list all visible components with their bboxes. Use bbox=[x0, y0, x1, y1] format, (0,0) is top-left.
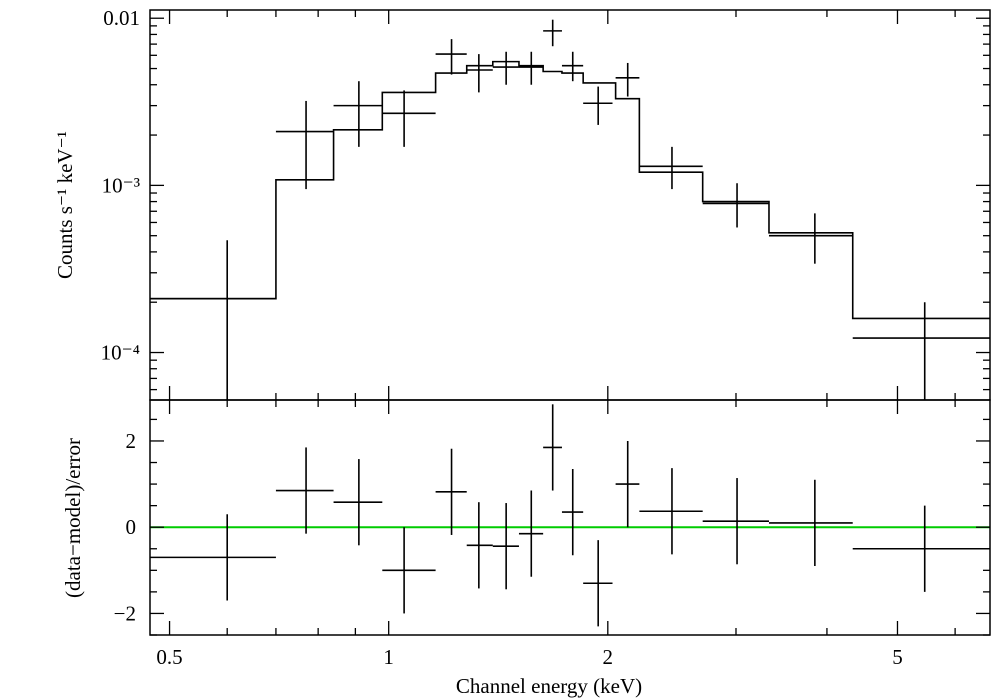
data-point bbox=[466, 54, 493, 93]
residual-frame bbox=[149, 399, 991, 636]
data-point bbox=[852, 302, 990, 400]
residual-point bbox=[768, 479, 853, 567]
data-point bbox=[275, 100, 334, 190]
spectrum-panel: 10⁻⁴ 10⁻³ 0.01 Counts s⁻¹ keV⁻¹ bbox=[53, 6, 991, 401]
data-point bbox=[150, 240, 276, 400]
residual-point bbox=[150, 514, 276, 601]
residual-point bbox=[852, 505, 990, 592]
residual-point bbox=[583, 540, 613, 627]
residual-y-axis-label: (data−model)/error bbox=[61, 438, 85, 598]
residual-point bbox=[382, 527, 436, 614]
data-point bbox=[561, 51, 584, 82]
data-point bbox=[615, 62, 640, 97]
y-tick-label: 2 bbox=[126, 429, 137, 453]
residual-point bbox=[333, 459, 383, 546]
data-point bbox=[583, 86, 613, 125]
y-tick-label: 10⁻⁴ bbox=[101, 341, 140, 365]
data-point bbox=[492, 51, 519, 85]
residual-point bbox=[639, 468, 703, 555]
residual-point bbox=[466, 502, 493, 589]
y-tick-label: −2 bbox=[114, 601, 136, 625]
residual-panel: −2 0 2 (data−model)/error bbox=[61, 399, 991, 636]
residual-point bbox=[275, 447, 334, 534]
x-axis-label: Channel energy (keV) bbox=[456, 674, 642, 698]
x-tick-label: 0.5 bbox=[156, 645, 182, 669]
residual-plot-area bbox=[150, 404, 990, 627]
data-point bbox=[333, 81, 383, 147]
residual-point bbox=[435, 448, 467, 535]
x-tick-label: 5 bbox=[892, 645, 903, 669]
data-point bbox=[639, 146, 703, 190]
residual-point bbox=[561, 468, 584, 556]
data-point bbox=[518, 51, 544, 85]
x-tick-labels: 0.5 1 2 5 bbox=[156, 645, 902, 669]
x-tick-label: 2 bbox=[603, 645, 614, 669]
x-tick-label: 1 bbox=[383, 645, 394, 669]
spectrum-plot-area bbox=[150, 19, 990, 400]
data-point bbox=[382, 90, 436, 147]
data-point bbox=[435, 39, 467, 75]
spectrum-y-axis-label: Counts s⁻¹ keV⁻¹ bbox=[53, 131, 77, 279]
y-tick-label: 0 bbox=[126, 515, 137, 539]
residual-point bbox=[518, 490, 544, 577]
residual-point bbox=[615, 440, 640, 528]
residual-ticks: −2 0 2 bbox=[114, 400, 990, 636]
y-tick-label: 10⁻³ bbox=[102, 173, 140, 197]
y-tick-label: 0.01 bbox=[103, 6, 140, 30]
residual-point bbox=[492, 503, 519, 590]
residual-point bbox=[702, 478, 769, 565]
model-step-line bbox=[150, 60, 990, 320]
spectrum-ticks: 10⁻⁴ 10⁻³ 0.01 bbox=[101, 6, 990, 400]
data-point bbox=[768, 213, 853, 264]
data-point bbox=[543, 19, 562, 47]
data-point bbox=[702, 183, 769, 228]
residual-point bbox=[543, 404, 562, 491]
